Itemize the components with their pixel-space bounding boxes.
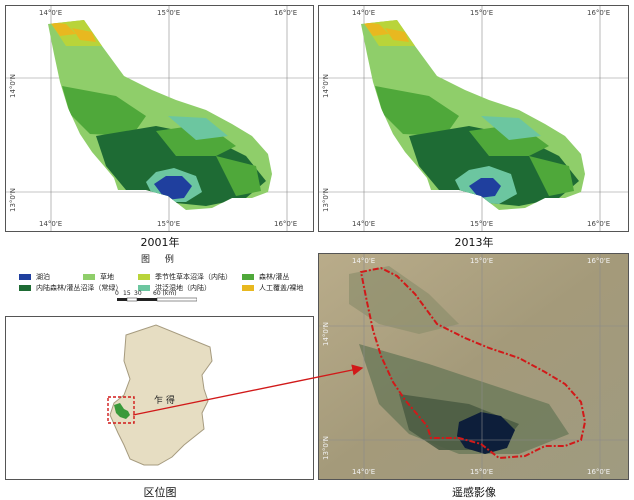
map-2001-canvas — [6, 6, 313, 231]
legend-item-forest-swamp: 内陆森林/灌丛沼泽（常绿） — [19, 283, 122, 293]
tick-bottom-16e: 16°0'E — [274, 220, 298, 228]
map-2013-canvas — [319, 6, 628, 231]
legend-item-floodplain: 洪泛湿地（内陆） — [138, 283, 211, 293]
legend-item-lake: 湖泊 — [19, 272, 50, 282]
location-caption: 区位图 — [143, 486, 177, 499]
remote-sensing-caption: 遥感影像 — [452, 486, 496, 499]
map-2001-panel: 14°0'E 15°0'E 16°0'E 14°0'E 15°0'E 16°0'… — [5, 5, 314, 232]
tick-left-14n: 14°0'N — [322, 73, 330, 98]
legend-title: 图 例 — [141, 255, 180, 265]
scale-label-15: 15 — [123, 290, 131, 297]
tick-top-15e: 15°0'E — [470, 9, 494, 17]
tick-bottom-14e: 14°0'E — [39, 220, 63, 228]
scale-label-0: 0 — [115, 290, 119, 297]
landcover-2013 — [361, 20, 585, 210]
landcover-2001 — [48, 20, 272, 210]
tick-top-15e: 15°0'E — [470, 257, 494, 265]
legend-item-artificial-bare: 人工覆盖/裸地 — [242, 283, 303, 293]
tick-bottom-15e: 15°0'E — [470, 468, 494, 476]
tick-left-13n: 13°0'N — [322, 435, 330, 460]
scale-bar — [117, 297, 197, 302]
tick-left-13n: 13°0'N — [322, 187, 330, 212]
legend-item-grassland: 草地 — [83, 272, 114, 282]
location-panel: 乍 得 — [5, 316, 314, 480]
swatch-lake — [19, 274, 31, 280]
tick-top-14e: 14°0'E — [352, 257, 376, 265]
tick-left-14n: 14°0'N — [322, 321, 330, 346]
swatch-seasonal-marsh — [138, 274, 150, 280]
scale-label-30: 30 — [134, 290, 142, 297]
remote-sensing-canvas — [319, 254, 628, 479]
study-area-mini — [114, 403, 130, 419]
tick-left-13n: 13°0'N — [9, 187, 17, 212]
tick-top-14e: 14°0'E — [39, 9, 63, 17]
remote-sensing-panel: 14°0'E 15°0'E 16°0'E 14°0'E 15°0'E 16°0'… — [318, 253, 629, 480]
tick-bottom-14e: 14°0'E — [352, 220, 376, 228]
tick-left-14n: 14°0'N — [9, 73, 17, 98]
tick-bottom-16e: 16°0'E — [587, 468, 611, 476]
swatch-artificial-bare — [242, 285, 254, 291]
tick-bottom-16e: 16°0'E — [587, 220, 611, 228]
tick-bottom-15e: 15°0'E — [157, 220, 181, 228]
lake-water — [457, 412, 515, 454]
tick-bottom-15e: 15°0'E — [470, 220, 494, 228]
swatch-grassland — [83, 274, 95, 280]
study-area-boundary — [359, 266, 587, 460]
map-2013-caption: 2013年 — [454, 236, 494, 249]
map-2013-panel: 14°0'E 15°0'E 16°0'E 14°0'E 15°0'E 16°0'… — [318, 5, 629, 232]
swatch-floodplain — [138, 285, 150, 291]
swatch-forest-swamp — [19, 285, 31, 291]
tick-top-16e: 16°0'E — [587, 9, 611, 17]
tick-bottom-14e: 14°0'E — [352, 468, 376, 476]
study-area-box — [107, 396, 135, 424]
chad-label: 乍 得 — [154, 396, 175, 406]
tick-top-14e: 14°0'E — [352, 9, 376, 17]
map-2001-caption: 2001年 — [140, 236, 180, 249]
legend-item-forest-shrub: 森林/灌丛 — [242, 272, 289, 282]
swatch-forest-shrub — [242, 274, 254, 280]
tick-top-16e: 16°0'E — [274, 9, 298, 17]
tick-top-15e: 15°0'E — [157, 9, 181, 17]
legend: 图 例 湖泊 草地 季节性草本沼泽（内陆） 森林/灌丛 内陆森林/灌丛沼泽（常绿… — [5, 250, 314, 310]
legend-item-seasonal-marsh: 季节性草本沼泽（内陆） — [138, 272, 232, 282]
tick-top-16e: 16°0'E — [587, 257, 611, 265]
scale-label-60: 60 (km) — [153, 290, 177, 297]
